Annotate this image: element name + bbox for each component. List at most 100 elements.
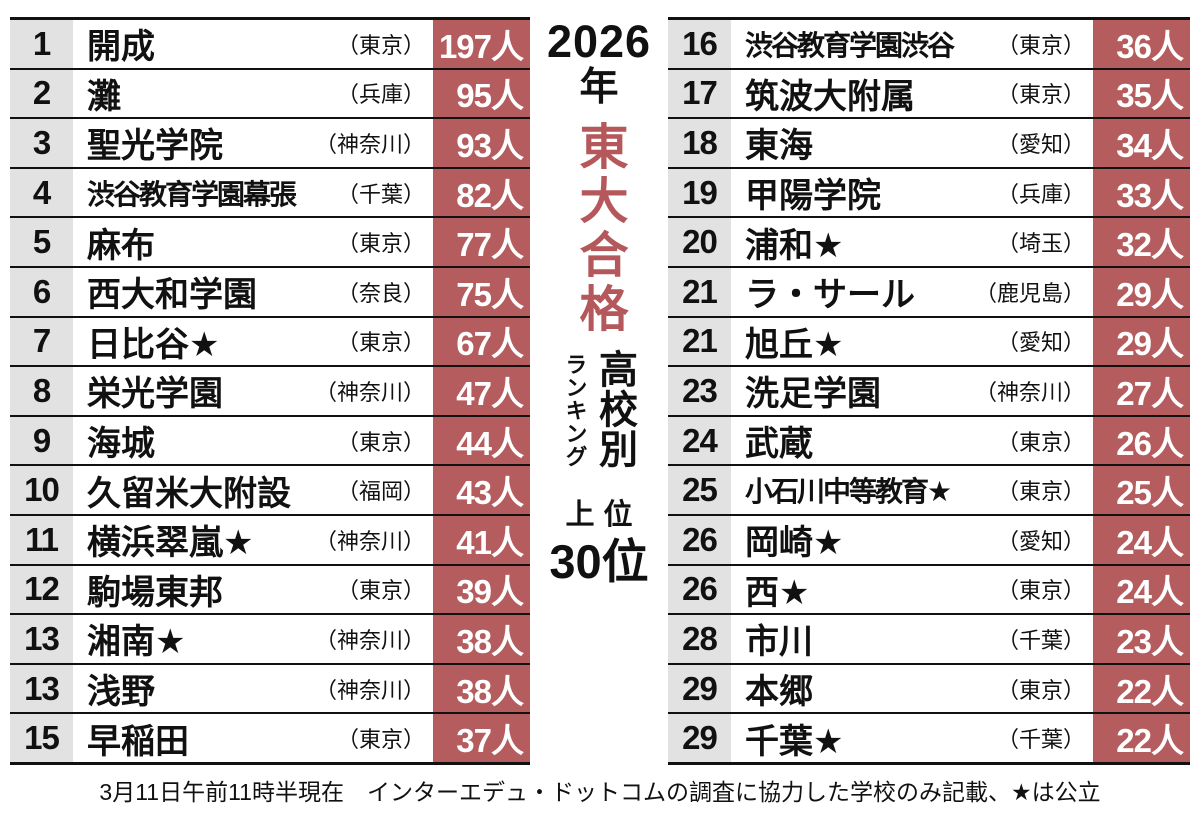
table-row: 4 渋谷教育学園幕張 （千葉） 82人 — [10, 168, 530, 219]
prefecture: （東京） — [996, 578, 1085, 604]
table-row: 13 湘南★ （神奈川） 38人 — [10, 615, 530, 665]
name-area: 日比谷★ （東京） — [73, 317, 433, 366]
count-cell: 24人 — [1093, 565, 1190, 614]
rank-cell: 6 — [10, 267, 73, 316]
name-area: 麻布 （東京） — [73, 218, 433, 266]
rank-cell: 11 — [10, 515, 73, 564]
table-row: 6 西大和学園 （奈良） 75人 — [10, 267, 530, 318]
rank-cell: 15 — [10, 714, 73, 762]
name-area: 駒場東邦 （東京） — [73, 565, 433, 614]
school-name: 駒場東邦 — [87, 573, 223, 612]
table-row: 29 千葉★ （千葉） 22人 — [668, 714, 1190, 762]
name-area: 湘南★ （神奈川） — [73, 615, 433, 663]
rank-cell: 23 — [668, 367, 731, 415]
school-name: 日比谷★ — [87, 325, 220, 364]
count-cell: 33人 — [1093, 168, 1190, 217]
name-area: 海城 （東京） — [73, 416, 433, 465]
school-name: 岡崎★ — [745, 524, 844, 563]
count-cell: 29人 — [1093, 317, 1190, 366]
title-joi: 上位 — [565, 499, 642, 531]
prefecture: （千葉） — [336, 181, 425, 207]
rank-cell: 9 — [10, 416, 73, 465]
school-name: 本郷 — [745, 673, 813, 712]
rank-cell: 16 — [668, 20, 731, 68]
name-area: 武蔵 （東京） — [731, 416, 1093, 465]
school-name: 千葉★ — [745, 722, 844, 761]
count-cell: 38人 — [433, 615, 530, 663]
table-row: 10 久留米大附設 （福岡） 43人 — [10, 466, 530, 516]
prefecture: （東京） — [996, 429, 1085, 455]
count-cell: 39人 — [433, 565, 530, 614]
count-cell: 47人 — [433, 367, 530, 415]
school-name: 栄光学園 — [87, 375, 223, 414]
name-area: 西★ （東京） — [731, 565, 1093, 614]
name-area: 開成 （東京） — [73, 20, 433, 68]
school-name: 筑波大附属 — [745, 77, 915, 116]
title-top30: 30位 — [549, 535, 649, 588]
count-cell: 93人 — [433, 119, 530, 167]
name-area: 灘 （兵庫） — [73, 69, 433, 118]
prefecture: （東京） — [996, 32, 1085, 58]
school-name: 洗足学園 — [745, 375, 881, 414]
table-row: 3 聖光学院 （神奈川） 93人 — [10, 119, 530, 169]
table-row: 26 岡崎★ （愛知） 24人 — [668, 515, 1190, 566]
prefecture: （神奈川） — [314, 379, 425, 405]
ranking-table-left: 1 開成 （東京） 197人 2 灘（兵庫） 95人 3 聖光学院 （神奈川） 93人 4 渋谷教育学園… — [10, 17, 530, 765]
prefecture: （愛知） — [996, 528, 1085, 554]
prefecture: （東京） — [336, 330, 425, 356]
name-area: 渋谷教育学園幕張 （千葉） — [73, 168, 433, 217]
prefecture: （東京） — [996, 82, 1085, 108]
table-row: 18 東海 （愛知） 34人 — [668, 119, 1190, 169]
name-area: 西大和学園 （奈良） — [73, 267, 433, 316]
table-row: 8 栄光学園 （神奈川） 47人 — [10, 367, 530, 417]
school-name: 開成 — [87, 28, 155, 67]
title-year: 2026 — [546, 16, 652, 67]
count-cell: 27人 — [1093, 367, 1190, 415]
title-sub-ranking: ランキング — [562, 353, 588, 468]
table-row: 20 浦和★ （埼玉） 32人 — [668, 218, 1190, 268]
school-name: 麻布 — [87, 226, 155, 265]
table-row: 5 麻布 （東京） 77人 — [10, 218, 530, 268]
school-name: 旭丘★ — [745, 325, 844, 364]
table-row: 21 ラ・サール （鹿児島） 29人 — [668, 267, 1190, 318]
school-name: 西★ — [745, 573, 810, 612]
school-name: 武蔵 — [745, 425, 813, 464]
rank-cell: 24 — [668, 416, 731, 465]
rank-cell: 26 — [668, 565, 731, 614]
title-year-suffix: 年 — [579, 66, 619, 109]
rank-cell: 13 — [10, 664, 73, 713]
prefecture: （兵庫） — [996, 181, 1085, 207]
prefecture: （神奈川） — [314, 627, 425, 653]
count-cell: 23人 — [1093, 615, 1190, 663]
prefecture: （愛知） — [996, 131, 1085, 157]
rank-cell: 1 — [10, 20, 73, 68]
count-cell: 25人 — [1093, 466, 1190, 514]
school-name: 横浜翠嵐★ — [87, 524, 254, 563]
count-cell: 36人 — [1093, 20, 1190, 68]
count-cell: 67人 — [433, 317, 530, 366]
rank-cell: 5 — [10, 218, 73, 266]
prefecture: （東京） — [336, 32, 425, 58]
rank-cell: 3 — [10, 119, 73, 167]
count-cell: 29人 — [1093, 267, 1190, 316]
rank-cell: 10 — [10, 466, 73, 514]
count-cell: 77人 — [433, 218, 530, 266]
name-area: 聖光学院 （神奈川） — [73, 119, 433, 167]
ranking-table-right: 16 渋谷教育学園渋谷 （東京） 36人 17 筑波大附属 （東京） 35人 18 東海 （愛知） 3… — [668, 17, 1190, 765]
school-name: 渋谷教育学園渋谷 — [745, 29, 955, 61]
school-name: 東海 — [745, 127, 813, 166]
table-row: 13 浅野 （神奈川） 38人 — [10, 664, 530, 715]
table-row: 12 駒場東邦 （東京） 39人 — [10, 565, 530, 616]
name-area: 本郷 （東京） — [731, 664, 1093, 713]
count-cell: 22人 — [1093, 664, 1190, 713]
name-area: 栄光学園 （神奈川） — [73, 367, 433, 415]
rank-cell: 4 — [10, 168, 73, 217]
table-row: 28 市川 （千葉） 23人 — [668, 615, 1190, 665]
table-row: 23 洗足学園 （神奈川） 27人 — [668, 367, 1190, 417]
count-cell: 75人 — [433, 267, 530, 316]
rank-cell: 21 — [668, 267, 731, 316]
prefecture: （東京） — [336, 231, 425, 257]
name-area: 久留米大附設 （福岡） — [73, 466, 433, 514]
name-area: 小石川中等教育★ （東京） — [731, 466, 1093, 514]
count-cell: 82人 — [433, 168, 530, 217]
